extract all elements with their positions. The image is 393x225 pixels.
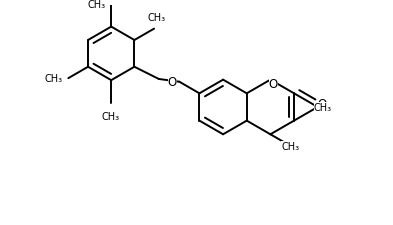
Text: CH₃: CH₃	[147, 13, 165, 23]
Text: O: O	[269, 78, 278, 91]
Text: CH₃: CH₃	[45, 74, 63, 84]
Text: CH₃: CH₃	[314, 103, 332, 112]
Text: O: O	[168, 76, 177, 89]
Text: CH₃: CH₃	[101, 111, 119, 121]
Text: CH₃: CH₃	[281, 141, 299, 151]
Text: CH₃: CH₃	[88, 0, 106, 10]
Text: O: O	[318, 98, 327, 111]
